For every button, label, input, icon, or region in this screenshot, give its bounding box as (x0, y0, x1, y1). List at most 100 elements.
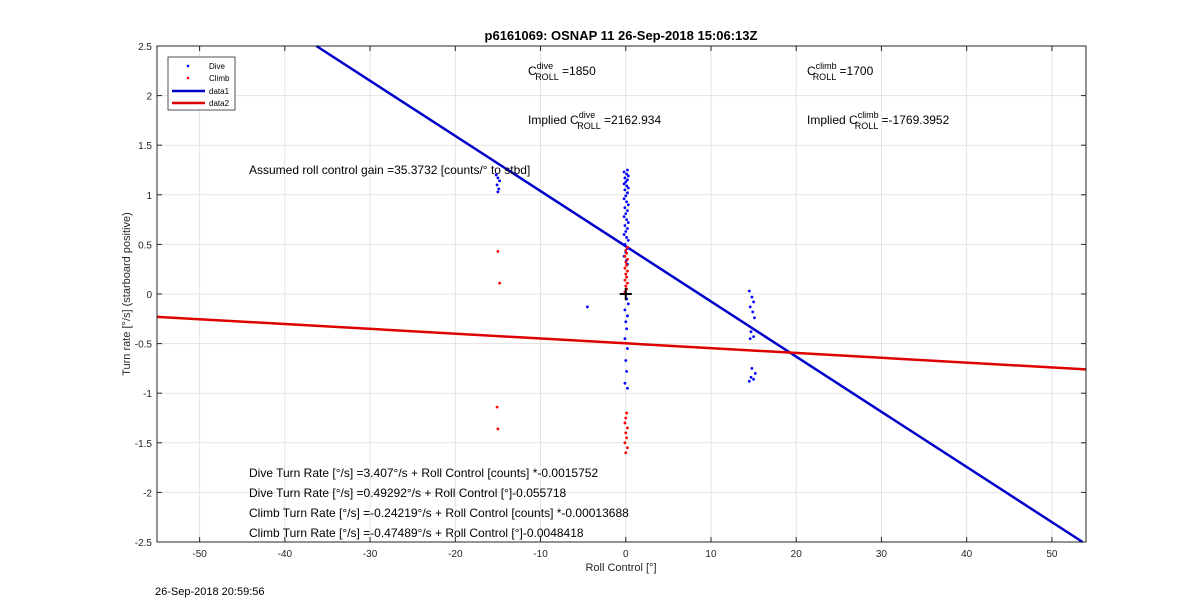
dive-data-point (626, 186, 630, 190)
dive-data-point (626, 191, 629, 195)
x-tick-label: 30 (876, 549, 888, 560)
climb-data-point (625, 436, 629, 440)
dive-data-point (626, 203, 630, 207)
climb-data-point (624, 416, 628, 420)
x-tick-label: -10 (533, 549, 548, 560)
dive-data-point (495, 183, 499, 187)
x-tick-label: -50 (192, 549, 207, 560)
dive-data-point (753, 371, 757, 375)
climb-data-point (623, 254, 627, 258)
x-tick-label: 20 (791, 549, 803, 560)
dive-data-point (625, 236, 629, 239)
x-tick-label: 0 (623, 549, 629, 560)
dive-data-point (748, 305, 752, 309)
dive-data-point (622, 233, 626, 236)
dive-data-point (623, 243, 627, 246)
climb-data-point (498, 281, 502, 285)
dive-data-point (625, 327, 629, 331)
climb-data-point (625, 411, 629, 415)
x-tick-label: 50 (1046, 549, 1058, 560)
dive-data-point (752, 335, 756, 339)
y-axis-label: Turn rate [°/s] (starboard positive) (121, 212, 133, 376)
dive-data-point (624, 212, 628, 216)
climb-data-point (496, 249, 500, 253)
axes: -50 -40 -30 -20 -10 0 10 20 30 40 50-2.5-2-1.5-1-0… (135, 42, 1086, 560)
dive-data-point (624, 180, 628, 184)
dive-data-point (623, 381, 627, 385)
dive-data-point (626, 168, 629, 172)
y-tick-label: -2 (143, 488, 152, 499)
dive-data-point (624, 320, 628, 324)
legend-dive-marker (186, 64, 190, 68)
data1-fit-line (315, 44, 1084, 544)
y-tick-label: -1.5 (135, 439, 153, 450)
climb-data-point (495, 405, 499, 409)
x-axis-label: Roll Control [°] (585, 562, 656, 574)
dive-data-point (750, 367, 754, 370)
plot-series (156, 44, 1087, 544)
dive-data-point (626, 347, 629, 350)
dive-data-point (624, 230, 628, 233)
dive-data-point (626, 178, 629, 182)
dive-data-point (626, 302, 630, 306)
dive-data-point (750, 295, 754, 299)
dive-data-point (624, 359, 628, 362)
dive-data-point (626, 239, 630, 242)
data2-fit-line (156, 315, 1087, 371)
climb-data-point (626, 269, 629, 273)
y-tick-label: -2.5 (135, 538, 153, 549)
annotations: Cdive ROLL =1850 Cclimb ROLL =1700 Implied… (249, 61, 950, 540)
dive-data-point (586, 305, 589, 309)
dive-data-point (751, 310, 755, 314)
dive-data-point (494, 173, 498, 177)
dive-data-point (623, 308, 627, 312)
climb-data-point (624, 260, 628, 264)
timestamp-footer: 26-Sep-2018 20:59:56 (155, 586, 265, 598)
dive-data-point (623, 337, 627, 341)
climb-data-point (626, 245, 629, 249)
legend-climb-marker (186, 76, 190, 80)
dive-data-point (747, 289, 751, 293)
dive-data-point (625, 218, 629, 222)
climb-data-point (623, 278, 627, 282)
equation-dive-counts: Dive Turn Rate [°/s] =3.407°/s + Roll Co… (249, 466, 598, 480)
climb-data-point (626, 426, 629, 430)
y-tick-label: 0 (146, 290, 152, 301)
climb-data-point (625, 275, 629, 279)
equation-dive-degrees: Dive Turn Rate [°/s] =0.49292°/s + Roll … (249, 486, 567, 500)
climb-data-point (625, 263, 629, 267)
dive-data-point (749, 330, 753, 334)
legend: Dive Climb data1 data2 (167, 56, 236, 111)
y-tick-label: -0.5 (135, 340, 153, 351)
roll-gain-annotation: Assumed roll control gain =35.3732 [coun… (249, 163, 530, 177)
y-tick-label: 0.5 (138, 240, 152, 251)
dive-data-point (623, 224, 627, 227)
y-tick-label: 2.5 (138, 42, 152, 53)
legend-data1-label: data1 (209, 87, 230, 96)
climb-data-point (624, 248, 628, 252)
dive-data-point (622, 197, 626, 201)
dive-data-point (626, 221, 630, 224)
y-tick-label: 1 (146, 191, 152, 202)
y-tick-label: -1 (143, 389, 152, 400)
legend-dive-label: Dive (209, 62, 226, 71)
c-roll-climb-annotation: Cclimb ROLL =1700 (807, 61, 874, 82)
dive-data-point (625, 172, 629, 176)
climb-data-point (623, 421, 627, 425)
dive-data-point (626, 227, 629, 230)
dive-data-point (622, 215, 626, 219)
x-tick-label: 10 (705, 549, 717, 560)
climb-data-point (624, 431, 628, 435)
x-tick-label: -20 (448, 549, 463, 560)
dive-data-point (625, 369, 629, 373)
chart-title: p6161069: OSNAP 11 26-Sep-2018 15:06:13Z (485, 28, 758, 43)
climb-data-point (626, 446, 629, 450)
dive-data-point (624, 194, 628, 198)
dive-data-point (623, 206, 627, 210)
dive-data-point (623, 176, 627, 180)
y-tick-label: 2 (146, 92, 152, 103)
climb-data-point (624, 272, 628, 276)
climb-data-point (626, 281, 629, 285)
dive-data-point (623, 188, 627, 192)
